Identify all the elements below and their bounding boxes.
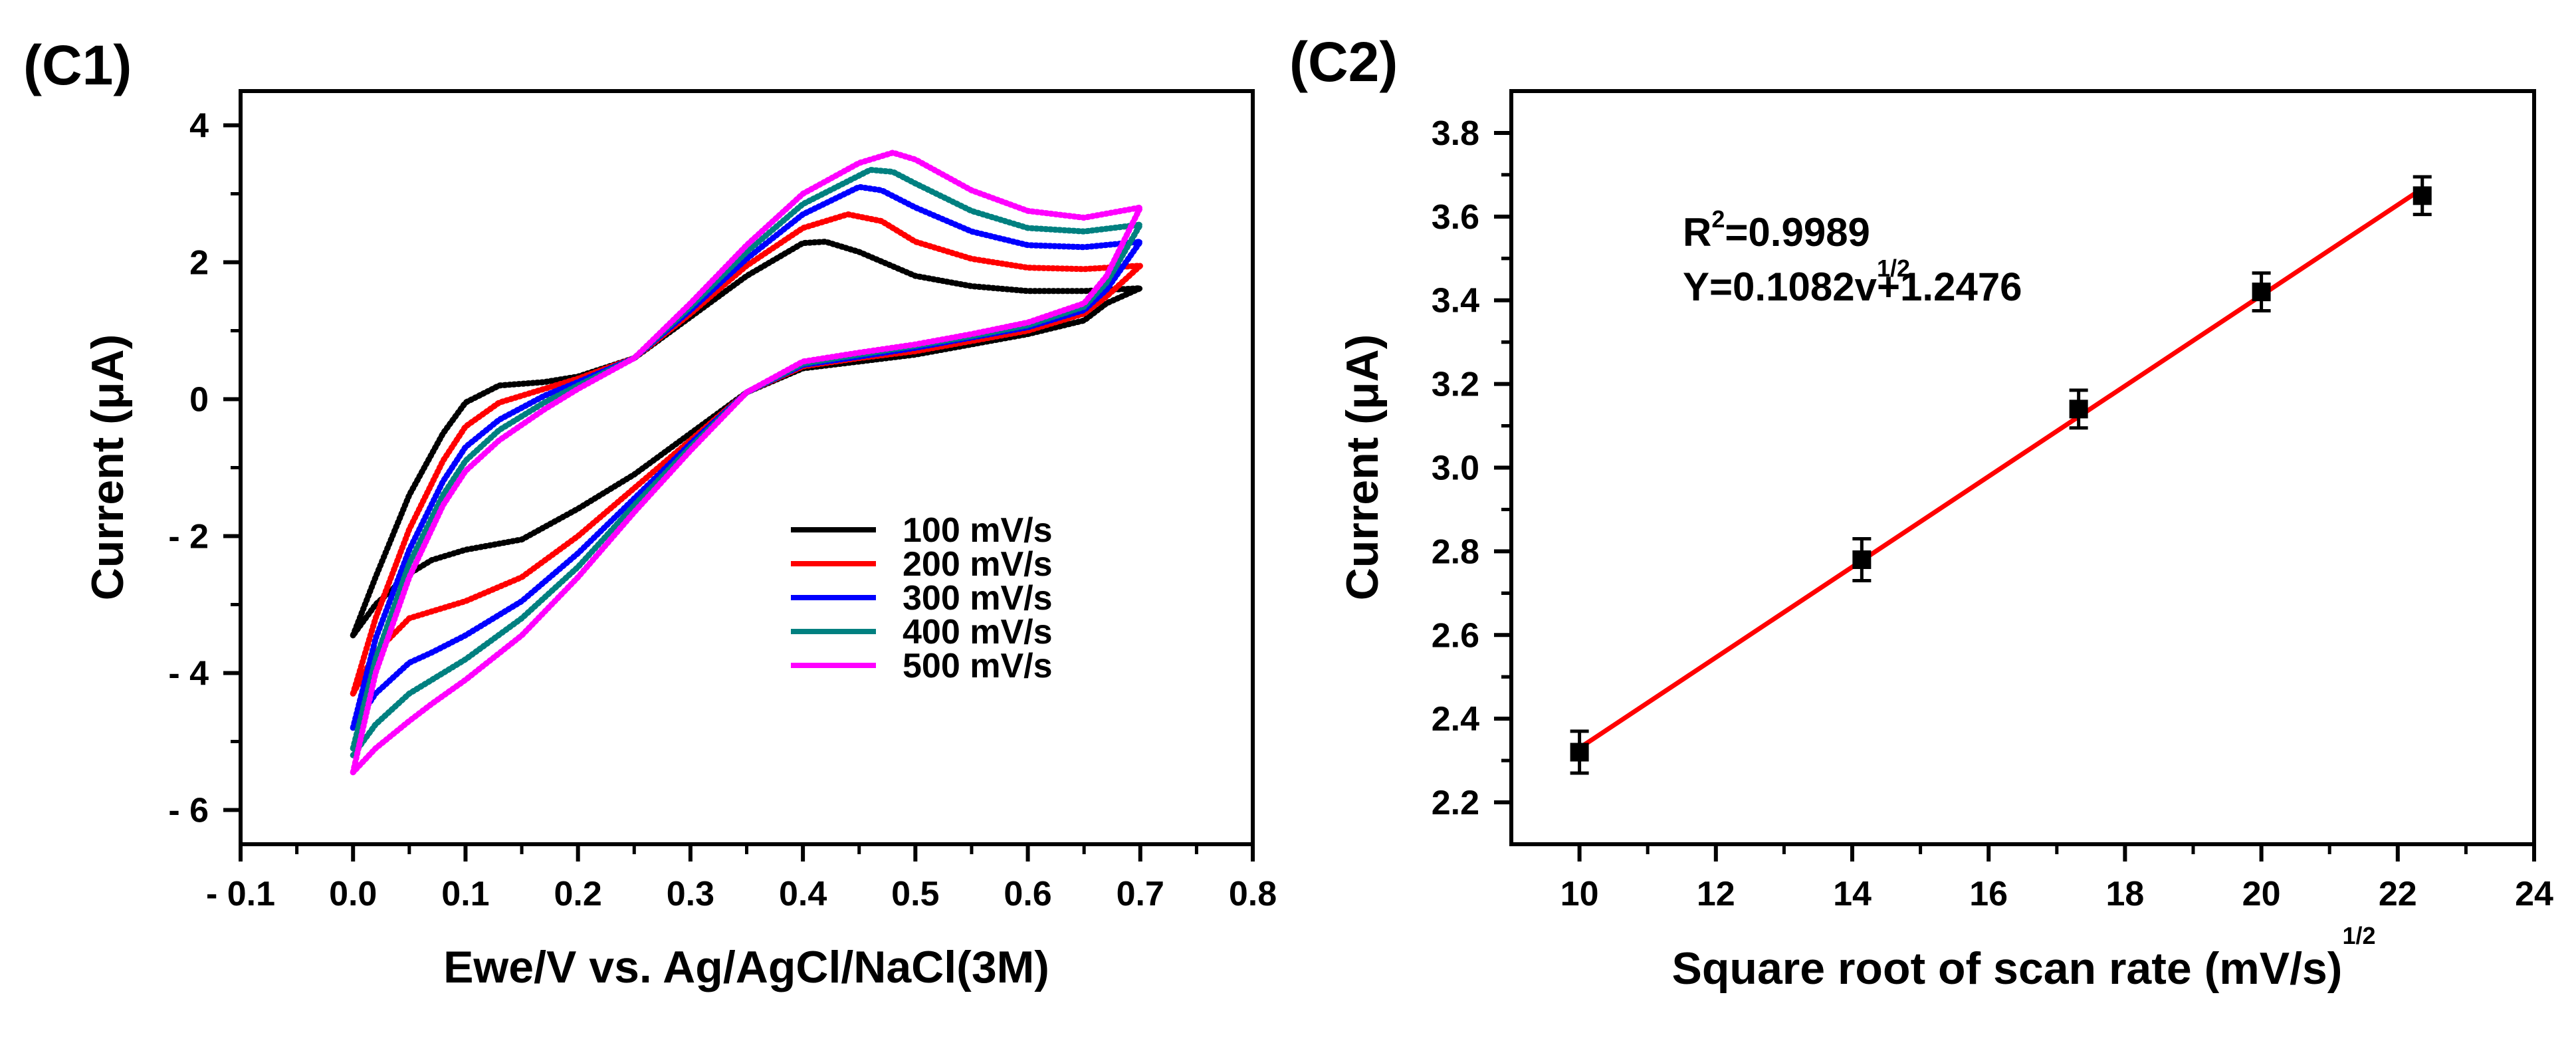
legend-label-1: 100 mV/s	[903, 511, 1053, 550]
cv-y-tick-label: 4	[189, 107, 209, 146]
r2-superscript: 2	[1711, 205, 1725, 233]
cv-x-tick-label: 0.1	[441, 875, 489, 913]
legend-label-2: 200 mV/s	[903, 545, 1053, 584]
scan-rate-x-tick-label: 16	[1969, 875, 2008, 913]
data-point	[2069, 400, 2088, 419]
cv-y-tick-label: - 6	[168, 792, 209, 830]
cv-y-tick-label: 0	[189, 381, 209, 419]
scan-rate-y-axis-label: Current (μA)	[1337, 334, 1388, 600]
cv-curves	[350, 150, 1144, 776]
legend-label-3: 300 mV/s	[903, 579, 1053, 618]
cv-x-axis-label: Ewe/V vs. Ag/AgCl/NaCl(3M)	[443, 942, 1049, 992]
scan-rate-x-tick-label: 12	[1697, 875, 1735, 913]
scan-rate-y-tick-label: 3.8	[1432, 114, 1479, 153]
scan-rate-y-tick-label: 3.6	[1432, 198, 1479, 237]
cv-y-tick-label: 2	[189, 244, 209, 283]
scan-rate-plot: 10 12 14 16 18 20 22 24 2.2 2.4 2.6 2.8 3.0 3.2 3.4 3.6…	[1337, 89, 2553, 994]
scan-rate-plot-frame	[1509, 89, 2536, 846]
panel-label-c1: (C1)	[23, 34, 132, 96]
cv-x-tick-label: 0.2	[554, 875, 602, 913]
fit-equation: Y=0.1082v1/2+1.2476	[1683, 255, 2022, 309]
cv-x-tick-label: 0.0	[329, 875, 377, 913]
legend-label-4: 400 mV/s	[903, 613, 1053, 651]
r2-annotation: R2=0.9989	[1683, 205, 1870, 255]
scan-rate-y-tick-label: 3.0	[1432, 449, 1479, 488]
cv-y-tick-label: - 4	[168, 655, 209, 693]
scan-rate-x-axis-superscript: 1/2	[2342, 922, 2375, 949]
cv-curve-3-line	[351, 185, 1142, 729]
fit-equation-prefix: Y=0.1082v	[1683, 265, 1878, 309]
fit-equation-suffix: +1.2476	[1877, 265, 2022, 309]
cv-x-tick-label: 0.6	[1004, 875, 1051, 913]
r2-value: =0.9989	[1725, 210, 1870, 255]
cv-y-tick-label: - 2	[168, 518, 209, 556]
data-point	[2413, 186, 2432, 205]
data-point	[1570, 743, 1589, 762]
scan-rate-x-axis-label: Square root of scan rate (mV/s)1/2	[1672, 922, 2376, 994]
scan-rate-y-tick-label: 3.4	[1432, 282, 1479, 320]
cv-curve-4-line	[351, 168, 1142, 756]
scan-rate-axis-ticks: 10 12 14 16 18 20 22 24 2.2 2.4 2.6 2.8 3.0 3.2 3.4 3.6…	[1432, 114, 2553, 913]
fit-equation-superscript: 1/2	[1877, 255, 1910, 282]
cv-x-tick-label: 0.7	[1117, 875, 1164, 913]
cv-y-axis-label: Current (μA)	[82, 334, 133, 600]
data-points	[1570, 175, 2432, 775]
cv-axis-ticks: - 0.1 0.0 0.1 0.2 0.3 0.4 0.5 0.6 0.7 0.8 - 6 - 4 - …	[168, 107, 1277, 914]
data-point	[1852, 550, 1872, 569]
cv-plot: - 0.1 0.0 0.1 0.2 0.3 0.4 0.5 0.6 0.7 0.8 - 6 - 4 - …	[82, 89, 1277, 992]
cv-x-tick-label: 0.8	[1229, 875, 1277, 913]
cv-x-tick-label: 0.3	[667, 875, 714, 913]
fit-line	[1578, 186, 2424, 750]
scan-rate-x-tick-label: 24	[2515, 875, 2553, 913]
scan-rate-x-tick-label: 10	[1560, 875, 1599, 913]
r2-prefix: R	[1683, 210, 1711, 255]
cv-x-tick-label: - 0.1	[206, 875, 275, 913]
cv-x-tick-label: 0.5	[891, 875, 939, 913]
cv-curve-5-line	[351, 150, 1142, 774]
scan-rate-y-tick-label: 2.6	[1432, 616, 1479, 655]
data-point	[2252, 283, 2271, 302]
scan-rate-x-tick-label: 18	[2105, 875, 2144, 913]
cv-x-tick-label: 0.4	[779, 875, 827, 913]
scan-rate-y-tick-label: 3.2	[1432, 366, 1479, 404]
scan-rate-y-tick-label: 2.2	[1432, 784, 1479, 822]
scan-rate-x-tick-label: 20	[2242, 875, 2281, 913]
legend-label-5: 500 mV/s	[903, 647, 1053, 685]
scan-rate-x-tick-label: 22	[2379, 875, 2417, 913]
scan-rate-x-tick-label: 14	[1833, 875, 1872, 913]
linear-fit	[1578, 186, 2424, 750]
scan-rate-y-tick-label: 2.8	[1432, 532, 1479, 571]
panel-label-c2: (C2)	[1289, 31, 1398, 93]
scan-rate-y-tick-label: 2.4	[1432, 700, 1479, 739]
scan-rate-x-axis-text: Square root of scan rate (mV/s)	[1672, 943, 2343, 994]
